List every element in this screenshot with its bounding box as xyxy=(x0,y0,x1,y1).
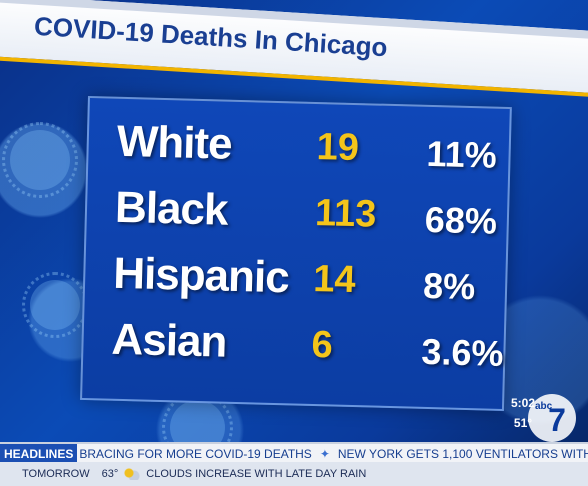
row-label: White xyxy=(116,116,233,169)
row-label: Asian xyxy=(111,314,228,367)
clock-display: 5:02 51° xyxy=(496,396,550,436)
logo-abc: abc xyxy=(535,401,553,412)
tomorrow-temp: 63° xyxy=(101,468,119,480)
ticker-headline: BRACING FOR MORE COVID-19 DEATHS xyxy=(79,447,312,461)
ticker-headline: NEW YORK GETS 1,100 VENTILATORS WITH HEL… xyxy=(337,447,588,461)
row-count: 6 xyxy=(311,323,334,367)
abc7-logo: abc 7 xyxy=(528,394,576,442)
stat-row-asian: Asian 6 3.6% xyxy=(83,304,505,385)
clock-temperature: 51° xyxy=(513,416,533,430)
row-percent: 68% xyxy=(424,198,498,242)
clock-time: 5:02 xyxy=(510,396,536,410)
tomorrow-label: TOMORROW xyxy=(22,468,90,480)
row-percent: 11% xyxy=(426,132,498,176)
row-percent: 8% xyxy=(422,264,476,308)
row-label: Black xyxy=(114,182,229,235)
separator-icon: ✦ xyxy=(319,447,330,461)
row-count: 113 xyxy=(314,191,377,236)
virus-graphic xyxy=(2,122,78,198)
row-percent: 3.6% xyxy=(420,330,505,374)
tomorrow-forecast: CLOUDS INCREASE WITH LATE DAY RAIN xyxy=(146,468,367,480)
row-label: Hispanic xyxy=(112,248,290,303)
logo-seven: 7 xyxy=(548,401,566,438)
headlines-tag: HEADLINES xyxy=(0,444,78,464)
stats-board: White 19 11% Black 113 68% Hispanic 14 8… xyxy=(80,96,512,411)
row-count: 14 xyxy=(312,257,357,302)
headline-ticker: HEADLINES BRACING FOR MORE COVID-19 DEAT… xyxy=(0,442,588,464)
row-count: 19 xyxy=(316,126,360,170)
partly-cloudy-icon xyxy=(124,468,141,480)
weather-ticker: TOMORROW 63° CLOUDS INCREASE WITH LATE D… xyxy=(0,462,588,486)
virus-graphic xyxy=(22,272,88,338)
